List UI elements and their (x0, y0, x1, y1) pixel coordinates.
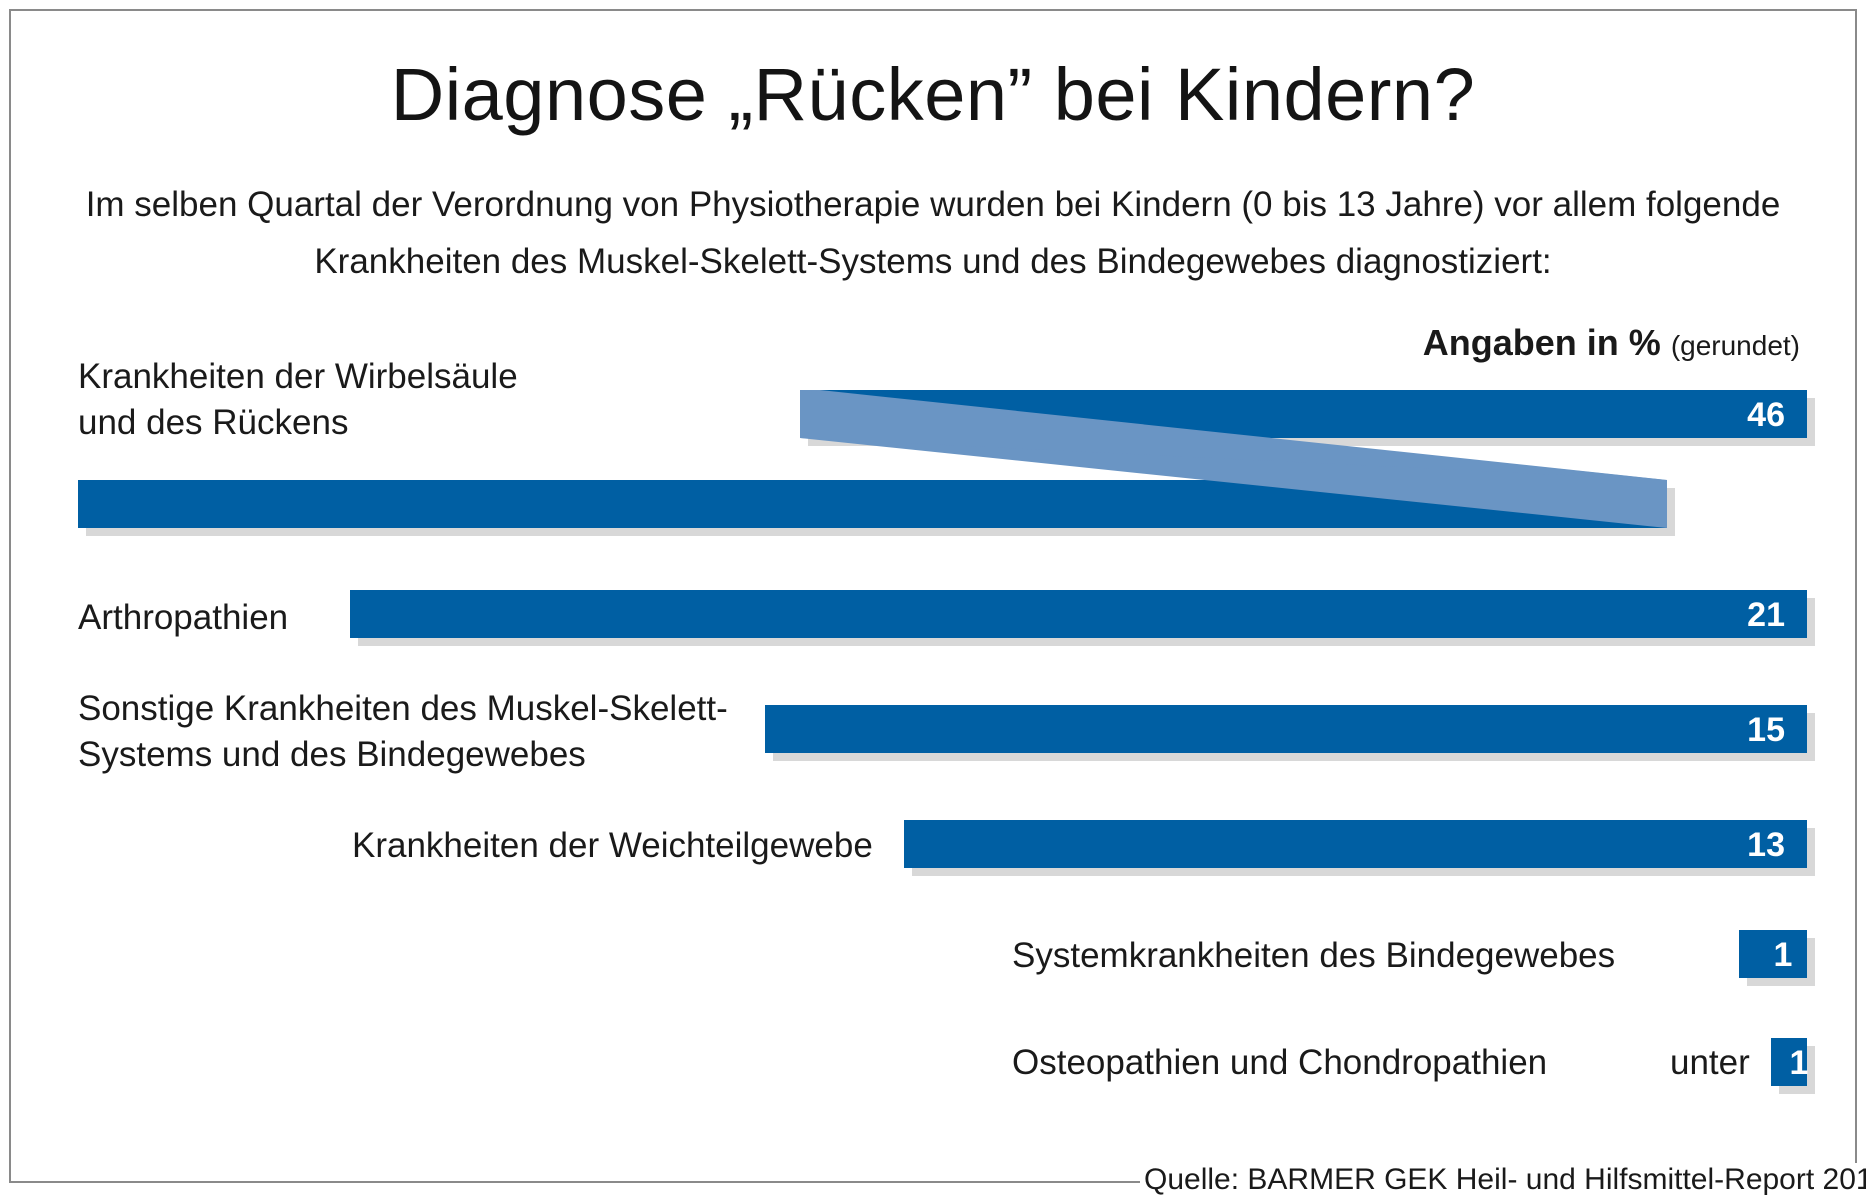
category-label-line: Osteopathien und Chondropathien (1012, 1043, 1548, 1082)
value-label-weichteilgewebe: 13 (1747, 826, 1785, 864)
category-label-wirbelsaeule: Krankheiten der Wirbelsäule und des Rück… (78, 354, 518, 446)
value-prefix-unter: unter (1670, 1043, 1750, 1082)
category-label-arthropathien: Arthropathien (78, 595, 288, 641)
category-label-osteopathien: Osteopathien und Chondropathien (1012, 1040, 1547, 1086)
subtitle-line-1: Im selben Quartal der Verordnung von Phy… (85, 185, 1781, 224)
bar-wirbelsaeule-fold-edge (800, 390, 1667, 480)
chart-subtitle: Im selben Quartal der Verordnung von Phy… (40, 176, 1826, 290)
category-label-systemkrankheiten: Systemkrankheiten des Bindegewebes (1012, 933, 1615, 979)
chart-title: Diagnose „Rücken” bei Kindern? (390, 53, 1476, 136)
bar-systemkrankheiten (1739, 930, 1807, 978)
category-label-line: Krankheiten der Wirbelsäule (78, 357, 518, 396)
subtitle-line-2: Krankheiten des Muskel-Skelett-Systems u… (314, 242, 1552, 281)
value-label-systemkrankheiten: 1 (1774, 936, 1793, 974)
category-label-line: Systemkrankheiten des Bindegewebes (1012, 936, 1616, 975)
bar-arthropathien (350, 590, 1807, 638)
unit-note: Angaben in % (gerundet) (1423, 322, 1800, 364)
category-label-weichteilgewebe: Krankheiten der Weichteilgewebe (352, 823, 873, 869)
bar-weichteilgewebe (904, 820, 1807, 868)
category-label-line: Systems und des Bindegewebes (78, 735, 586, 774)
category-label-line: und des Rückens (78, 403, 349, 442)
category-label-line: Sonstige Krankheiten des Muskel-Skelett- (78, 689, 728, 728)
category-label-sonstige: Sonstige Krankheiten des Muskel-Skelett-… (78, 686, 728, 778)
value-label-arthropathien: 21 (1747, 596, 1785, 634)
value-label-wirbelsaeule: 46 (1747, 396, 1785, 434)
value-label-osteopathien: 1 (1790, 1044, 1809, 1082)
category-label-line: Arthropathien (78, 598, 289, 637)
unit-note-main: Angaben in % (1422, 322, 1661, 363)
category-label-line: Krankheiten der Weichteilgewebe (352, 826, 873, 865)
source-note: Quelle: BARMER GEK Heil- und Hilfsmittel… (1140, 1163, 1866, 1197)
value-label-sonstige: 15 (1747, 711, 1785, 749)
bar-osteopathien (1771, 1038, 1807, 1086)
bar-sonstige (765, 705, 1807, 753)
unit-note-rounded: (gerundet) (1670, 330, 1800, 361)
chart-frame (9, 9, 1857, 1183)
